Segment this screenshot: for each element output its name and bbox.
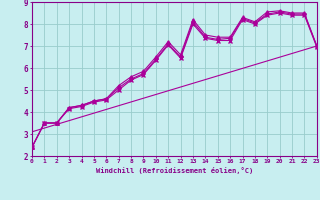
X-axis label: Windchill (Refroidissement éolien,°C): Windchill (Refroidissement éolien,°C): [96, 167, 253, 174]
